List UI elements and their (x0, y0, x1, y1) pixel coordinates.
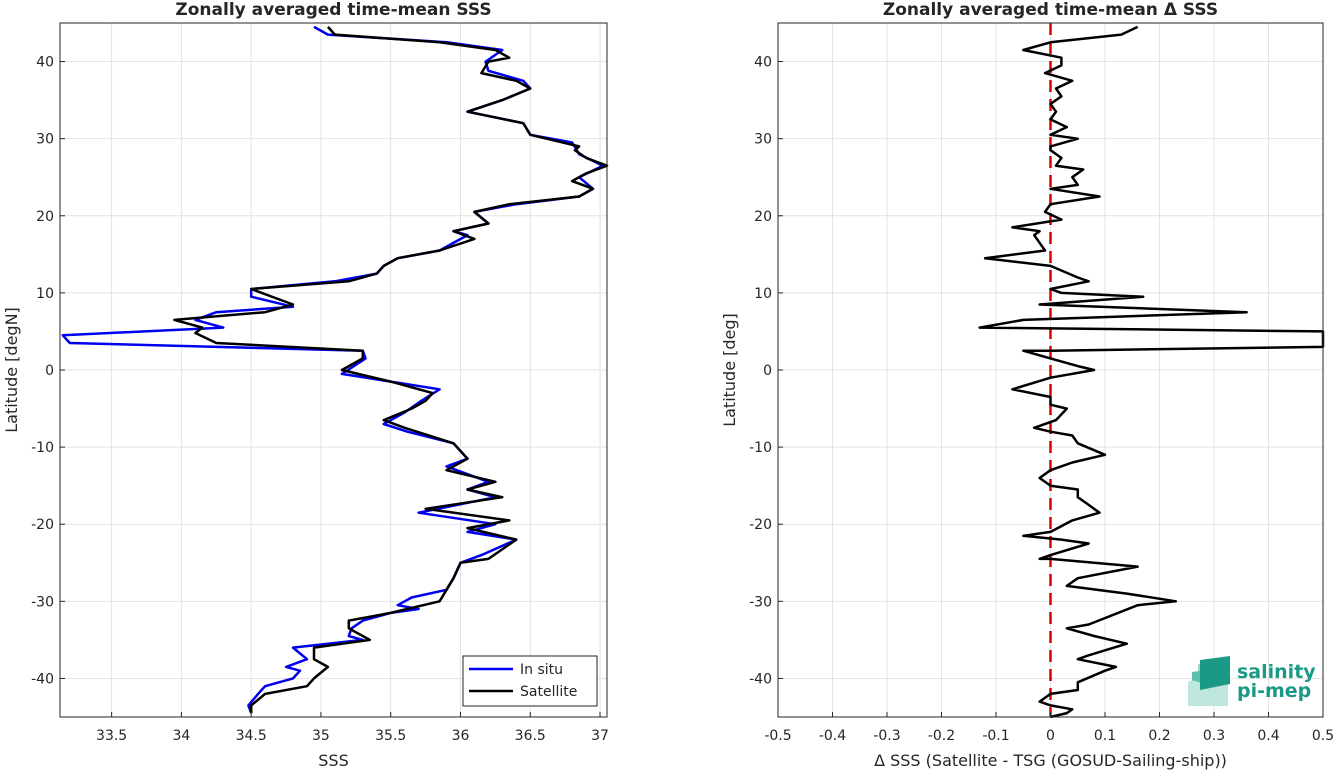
delta-sss-y-tick-label: 30 (754, 132, 772, 148)
delta-sss-chart-panel: -0.5 -0.4 -0.3 -0.2 -0.1 0 0.1 0.2 0.3 0.4 0.5 -40 -… (720, 0, 1334, 770)
delta-sss-y-tick-label: 40 (754, 55, 772, 71)
salinity-pi-mep-logo: salinity pi-mep (1188, 656, 1316, 706)
sss-x-tick-label: 35 (312, 728, 330, 744)
sss-y-tick-label: 20 (36, 209, 54, 225)
delta-sss-x-tick-label: -0.4 (819, 728, 846, 744)
delta-sss-x-tick-label: -0.3 (873, 728, 900, 744)
legend-label-in-situ: In situ (520, 662, 563, 678)
sss-ticks: 33.5 34 34.5 35 35.5 36 36.5 37 -40 -30 -20 -10 0 10 2… (31, 55, 609, 744)
sss-x-tick-label: 36.5 (515, 728, 546, 744)
sss-y-tick-label: 0 (45, 363, 54, 379)
delta-sss-x-tick-label: 0.1 (1094, 728, 1116, 744)
sss-series (61, 25, 609, 714)
sss-y-tick-label: -20 (31, 517, 54, 533)
sss-line-satellite (173, 26, 609, 714)
delta-sss-x-tick-label: -0.2 (928, 728, 955, 744)
sss-y-tick-label: -40 (31, 671, 54, 687)
delta-sss-x-tick-label: 0.2 (1148, 728, 1170, 744)
sss-x-axis-label: SSS (318, 751, 348, 770)
delta-sss-x-axis-label: Δ SSS (Satellite - TSG (GOSUD-Sailing-sh… (874, 751, 1227, 770)
sss-chart-title: Zonally averaged time-mean SSS (175, 0, 491, 20)
delta-sss-x-tick-label: 0.4 (1257, 728, 1279, 744)
delta-sss-line-difference (978, 25, 1325, 719)
legend: In situ Satellite (462, 655, 598, 707)
delta-sss-y-tick-label: -40 (749, 671, 772, 687)
sss-y-tick-label: 10 (36, 286, 54, 302)
sss-x-tick-label: 36 (452, 728, 470, 744)
logo-line-salinity: salinity (1237, 661, 1316, 683)
sss-y-tick-label: -10 (31, 440, 54, 456)
sss-x-tick-label: 35.5 (375, 728, 406, 744)
delta-sss-x-tick-label: 0.3 (1203, 728, 1225, 744)
delta-sss-x-tick-label: 0.5 (1312, 728, 1334, 744)
delta-sss-ticks: -0.5 -0.4 -0.3 -0.2 -0.1 0 0.1 0.2 0.3 0.4 0.5 -40 -… (749, 55, 1334, 744)
sss-x-tick-label: 37 (591, 728, 609, 744)
sss-x-tick-label: 34 (172, 728, 190, 744)
delta-sss-y-tick-label: 20 (754, 209, 772, 225)
wave-stack-icon (1188, 656, 1230, 706)
sss-y-tick-label: -30 (31, 594, 54, 610)
sss-grid (60, 23, 607, 717)
legend-box (462, 655, 598, 707)
delta-sss-series (978, 25, 1325, 719)
delta-sss-x-tick-label: 0 (1046, 728, 1055, 744)
delta-sss-x-tick-label: -0.5 (764, 728, 791, 744)
delta-sss-y-axis-label: Latitude [deg] (720, 313, 739, 427)
delta-sss-y-tick-label: 10 (754, 286, 772, 302)
delta-sss-y-tick-label: -10 (749, 440, 772, 456)
sss-y-axis-label: Latitude [degN] (2, 307, 21, 433)
sss-x-tick-label: 33.5 (96, 728, 127, 744)
legend-label-satellite: Satellite (520, 684, 577, 700)
delta-sss-y-tick-label: -20 (749, 517, 772, 533)
delta-sss-x-tick-label: -0.1 (982, 728, 1009, 744)
sss-chart-panel: 33.5 34 34.5 35 35.5 36 36.5 37 -40 -30 -20 -10 0 10 2… (2, 0, 609, 770)
delta-sss-chart-title: Zonally averaged time-mean Δ SSS (883, 0, 1218, 20)
sss-x-tick-label: 34.5 (236, 728, 267, 744)
logo-line-pi-mep: pi-mep (1237, 680, 1311, 702)
sss-y-tick-label: 40 (36, 55, 54, 71)
sss-y-tick-label: 30 (36, 132, 54, 148)
delta-sss-y-tick-label: -30 (749, 594, 772, 610)
delta-sss-y-tick-label: 0 (763, 363, 772, 379)
